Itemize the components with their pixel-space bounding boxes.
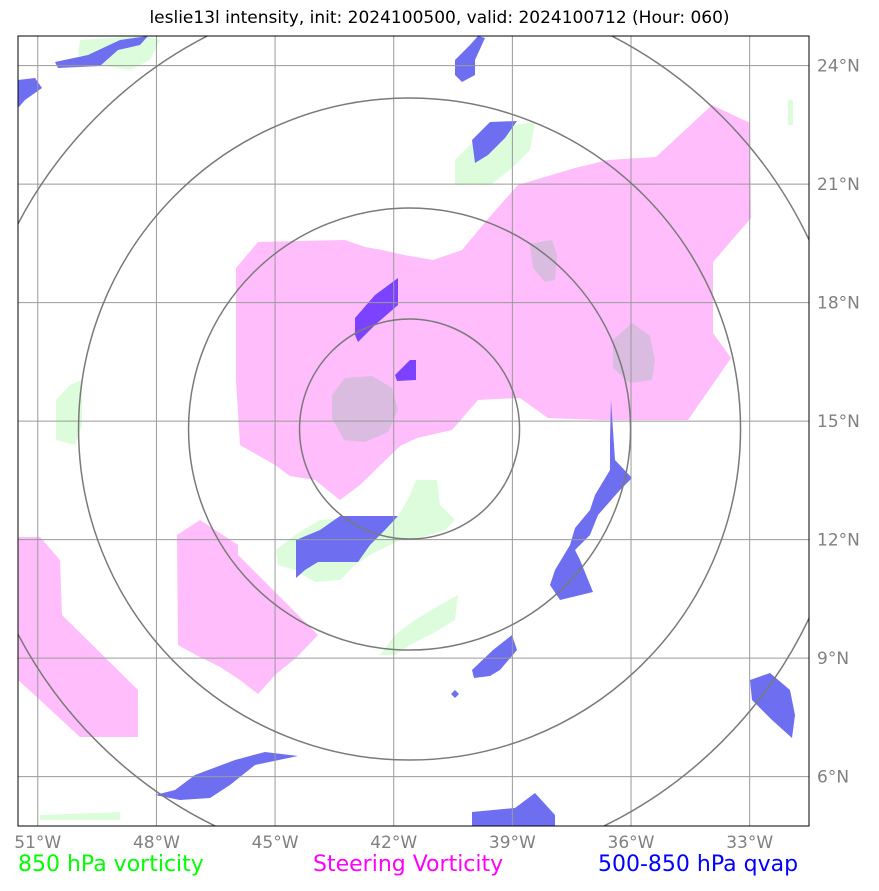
- map-title: leslie13l intensity, init: 2024100500, v…: [149, 8, 730, 28]
- qvap-field: [18, 36, 795, 826]
- legend-850-vorticity: 850 hPa vorticity: [18, 852, 204, 877]
- ring-3: [77, 97, 742, 761]
- purple-overlap-field: [355, 278, 416, 381]
- vorticity-850-bottom-edge: [40, 812, 120, 820]
- map-frame: [17, 35, 810, 827]
- gridlines: [18, 36, 809, 826]
- lon-tick-label: 48°W: [133, 833, 180, 853]
- lat-tick-label: 6°N: [817, 768, 849, 788]
- vorticity-850-upper: [455, 122, 535, 185]
- vorticity-850-south: [380, 595, 458, 655]
- legend-qvap: 500-850 hPa qvap: [598, 852, 799, 877]
- qvap-bottom: [472, 793, 555, 826]
- qvap-dot: [451, 690, 459, 698]
- steering-vorticity-southwest: [18, 537, 138, 737]
- qvap-north: [55, 36, 148, 68]
- range-rings: [18, 36, 809, 826]
- steering-vorticity-west: [177, 520, 318, 694]
- lat-tick-label: 12°N: [817, 531, 860, 551]
- lat-tick-label: 24°N: [817, 57, 860, 77]
- vorticity-850-west-patch: [56, 380, 82, 445]
- legend-steering-vorticity: Steering Vorticity: [313, 852, 504, 877]
- lon-tick-label: 51°W: [14, 833, 61, 853]
- qvap-upper: [472, 121, 517, 163]
- lon-tick-label: 39°W: [489, 833, 536, 853]
- qvap-east-band: [550, 400, 632, 600]
- qvap-southeast: [750, 673, 795, 738]
- qvap-central: [296, 516, 398, 578]
- qvap-south: [472, 635, 517, 678]
- ring-2: [187, 207, 632, 651]
- lon-tick-label: 45°W: [252, 833, 299, 853]
- latitude-tick-labels: 6°N 9°N 12°N 15°N 18°N 21°N 24°N: [817, 57, 860, 788]
- qvap-north-thin: [455, 36, 485, 82]
- map-fields: [18, 36, 809, 826]
- longitude-tick-labels: 51°W 48°W 45°W 42°W 39°W 36°W 33°W: [14, 833, 773, 853]
- vorticity-850-edge: [788, 100, 793, 125]
- overlap-center: [332, 376, 398, 442]
- overlap-field: [332, 240, 655, 442]
- qvap-southwest: [155, 752, 298, 800]
- lat-tick-label: 21°N: [817, 175, 860, 195]
- lat-tick-label: 9°N: [817, 649, 849, 669]
- purple-overlap-north: [355, 278, 398, 342]
- lat-tick-label: 15°N: [817, 412, 860, 432]
- ring-1: [298, 318, 521, 540]
- overlap-north: [530, 240, 557, 282]
- overlap-east: [613, 323, 655, 383]
- lon-tick-label: 33°W: [726, 833, 773, 853]
- purple-overlap-center: [395, 360, 416, 381]
- lon-tick-label: 36°W: [608, 833, 655, 853]
- lat-tick-label: 18°N: [817, 294, 860, 314]
- qvap-northwest-edge: [18, 78, 42, 108]
- lon-tick-label: 42°W: [370, 833, 417, 853]
